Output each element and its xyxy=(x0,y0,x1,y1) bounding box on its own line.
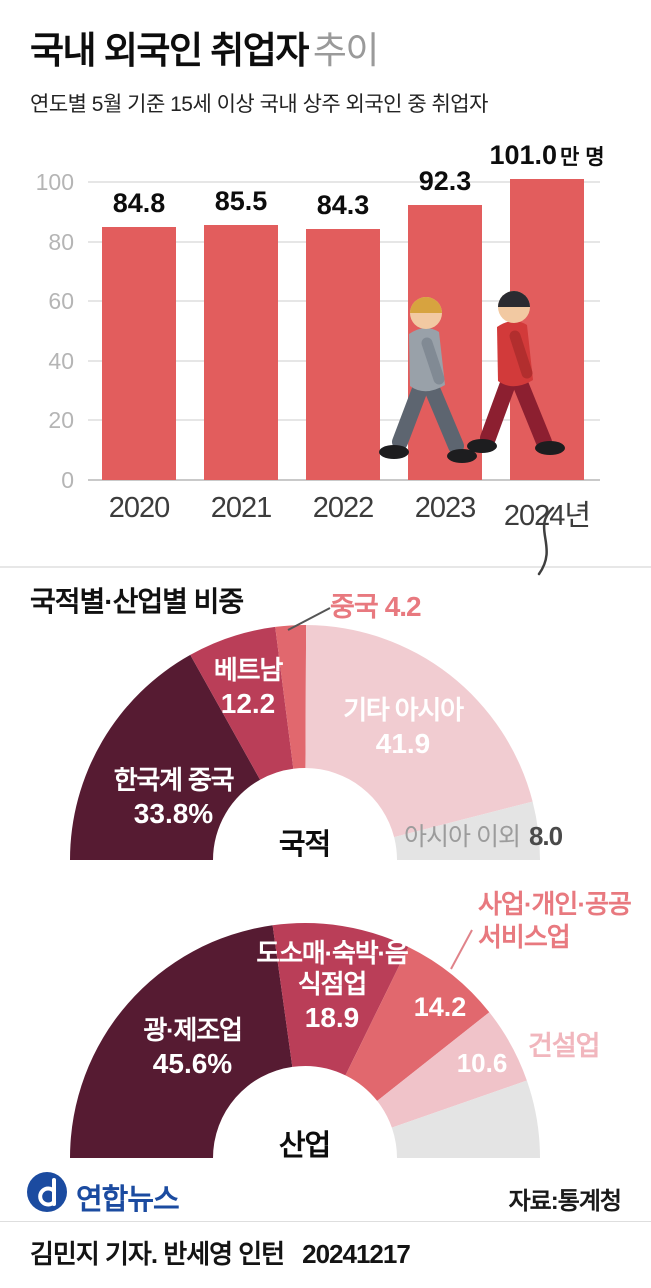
wholesale-label: 도소매·숙박·음식점업 18.9 xyxy=(247,938,417,1034)
byline-date: 20241217 xyxy=(302,1239,411,1269)
korean-chinese-value: 33.8% xyxy=(133,798,214,829)
section2-title: 국적별·산업별 비중 xyxy=(30,586,244,617)
nationality-slices xyxy=(70,624,540,860)
industry-slices xyxy=(70,922,540,1158)
page-title: 국내 외국인 취업자 추이 xyxy=(30,20,380,74)
vietnam-value: 12.2 xyxy=(220,688,276,719)
mining-manufacturing-label-text: 광·제조업 xyxy=(143,1015,243,1045)
red-worker-figure xyxy=(467,291,565,455)
other-asia-value: 41.9 xyxy=(375,728,431,759)
non-asia-value: 8.0 xyxy=(528,821,563,851)
wholesale-value: 18.9 xyxy=(304,1002,360,1033)
y-axis-label: 0 xyxy=(61,467,74,493)
gray-worker-figure xyxy=(379,297,477,463)
page-title-main: 국내 외국인 취업자 xyxy=(30,30,309,71)
china-value: 4.2 xyxy=(384,591,422,622)
byline: 김민지 기자. 반세영 인턴 20241217 xyxy=(30,1234,411,1271)
construction-label: 건설업 xyxy=(528,1031,601,1061)
korean-chinese-label: 한국계 중국 33.8% xyxy=(86,765,261,830)
china-label: 중국 4.2 xyxy=(330,585,422,624)
bar-value-label: 84.3 xyxy=(316,189,370,220)
shoe-icon xyxy=(467,439,497,453)
nationality-chart: 중국 4.2 베트남 12.2 한국계 중국 33.8% 기타 아시아 41.9 … xyxy=(0,585,651,880)
nationality-donut-svg xyxy=(70,607,540,860)
slice-중국 xyxy=(275,624,307,769)
industry-donut-svg xyxy=(70,922,540,1158)
shoe-icon xyxy=(379,445,409,459)
bar-value-label: 101.0 만 명 xyxy=(489,140,605,171)
other-asia-label: 기타 아시아 41.9 xyxy=(318,695,488,760)
other-asia-label-text: 기타 아시아 xyxy=(343,695,464,725)
bar-chart-section: 84.8 85.5 84.3 92.3 101.0 만 명 0 20 40 60 80 100 202… xyxy=(0,140,651,540)
slice-기타 아시아 xyxy=(305,625,533,838)
shoe-icon xyxy=(447,449,477,463)
page-title-suffix: 추이 xyxy=(312,30,380,71)
korean-chinese-label-text: 한국계 중국 xyxy=(113,765,235,795)
slice-한국계 중국 xyxy=(70,654,261,860)
bar-value-label: 85.5 xyxy=(214,186,268,217)
business-services-label: 사업·개인·공공서비스업 xyxy=(478,889,632,952)
section-divider xyxy=(0,566,651,568)
x-axis-label: 2021 xyxy=(210,492,273,524)
y-axis-label: 80 xyxy=(48,228,74,255)
slice-광·제조업 xyxy=(70,925,293,1158)
vietnam-label: 베트남 12.2 xyxy=(183,655,313,720)
y-axis-label: 100 xyxy=(35,169,74,195)
non-asia-label: 아시아 이외 8.0 xyxy=(404,817,563,853)
construction-value: 10.6 xyxy=(456,1048,508,1078)
china-callout-line xyxy=(287,607,331,631)
mining-manufacturing-label: 광·제조업 45.6% xyxy=(100,1015,285,1080)
byline-text: 김민지 기자. 반세영 인턴 xyxy=(30,1239,285,1269)
x-axis-label: 2023 xyxy=(414,492,477,524)
y-axis-label: 20 xyxy=(48,407,74,434)
mining-manufacturing-value: 45.6% xyxy=(152,1048,233,1079)
nationality-center-label: 국적 xyxy=(278,829,331,861)
byline-divider xyxy=(0,1221,651,1222)
x-axis-label: 2022 xyxy=(312,492,375,524)
value-unit: 만 명 xyxy=(560,146,605,170)
slice-아시아 이외 xyxy=(394,801,540,860)
bar-value-label: 92.3 xyxy=(418,165,472,196)
source-credit: 자료:통계청 xyxy=(508,1188,622,1215)
business-services-value: 14.2 xyxy=(413,992,467,1022)
slice-사업·개인·공공서비스업 xyxy=(345,946,490,1101)
shoe-icon xyxy=(535,441,565,455)
industry-chart: 광·제조업 45.6% 도소매·숙박·음식점업 18.9 사업·개인·공공서비스… xyxy=(0,880,651,1180)
yonhap-logo-text: 연합뉴스 xyxy=(76,1184,180,1216)
slice-건설업 xyxy=(377,1012,527,1128)
walking-workers-illustration xyxy=(379,291,565,463)
vietnam-label-text: 베트남 xyxy=(213,655,283,685)
china-label-text: 중국 xyxy=(330,592,379,622)
y-axis-label: 60 xyxy=(48,288,74,315)
bar-2021 xyxy=(204,225,278,480)
bar-2020 xyxy=(102,227,176,480)
gridline-0 xyxy=(88,479,600,481)
wholesale-label-text: 도소매·숙박·음식점업 xyxy=(256,938,408,999)
industry-center-label: 산업 xyxy=(278,1130,331,1162)
business-callout-line xyxy=(450,929,473,970)
bar-2022 xyxy=(306,228,380,480)
callout-connector-line xyxy=(537,506,555,576)
yonhap-logo-icon xyxy=(27,1172,67,1212)
non-asia-label-text: 아시아 이외 xyxy=(404,823,521,851)
slice-도소매·숙박·음식점업 xyxy=(272,922,409,1076)
bar-value-label: 84.8 xyxy=(112,188,166,219)
y-axis-label: 40 xyxy=(48,347,74,374)
page-subtitle: 연도별 5월 기준 15세 이상 국내 상주 외국인 중 취업자 xyxy=(30,93,488,116)
slice-베트남 xyxy=(190,626,294,780)
gridline-100 xyxy=(88,181,600,183)
slice-other xyxy=(391,1080,540,1158)
x-axis-label: 2020 xyxy=(108,492,171,524)
